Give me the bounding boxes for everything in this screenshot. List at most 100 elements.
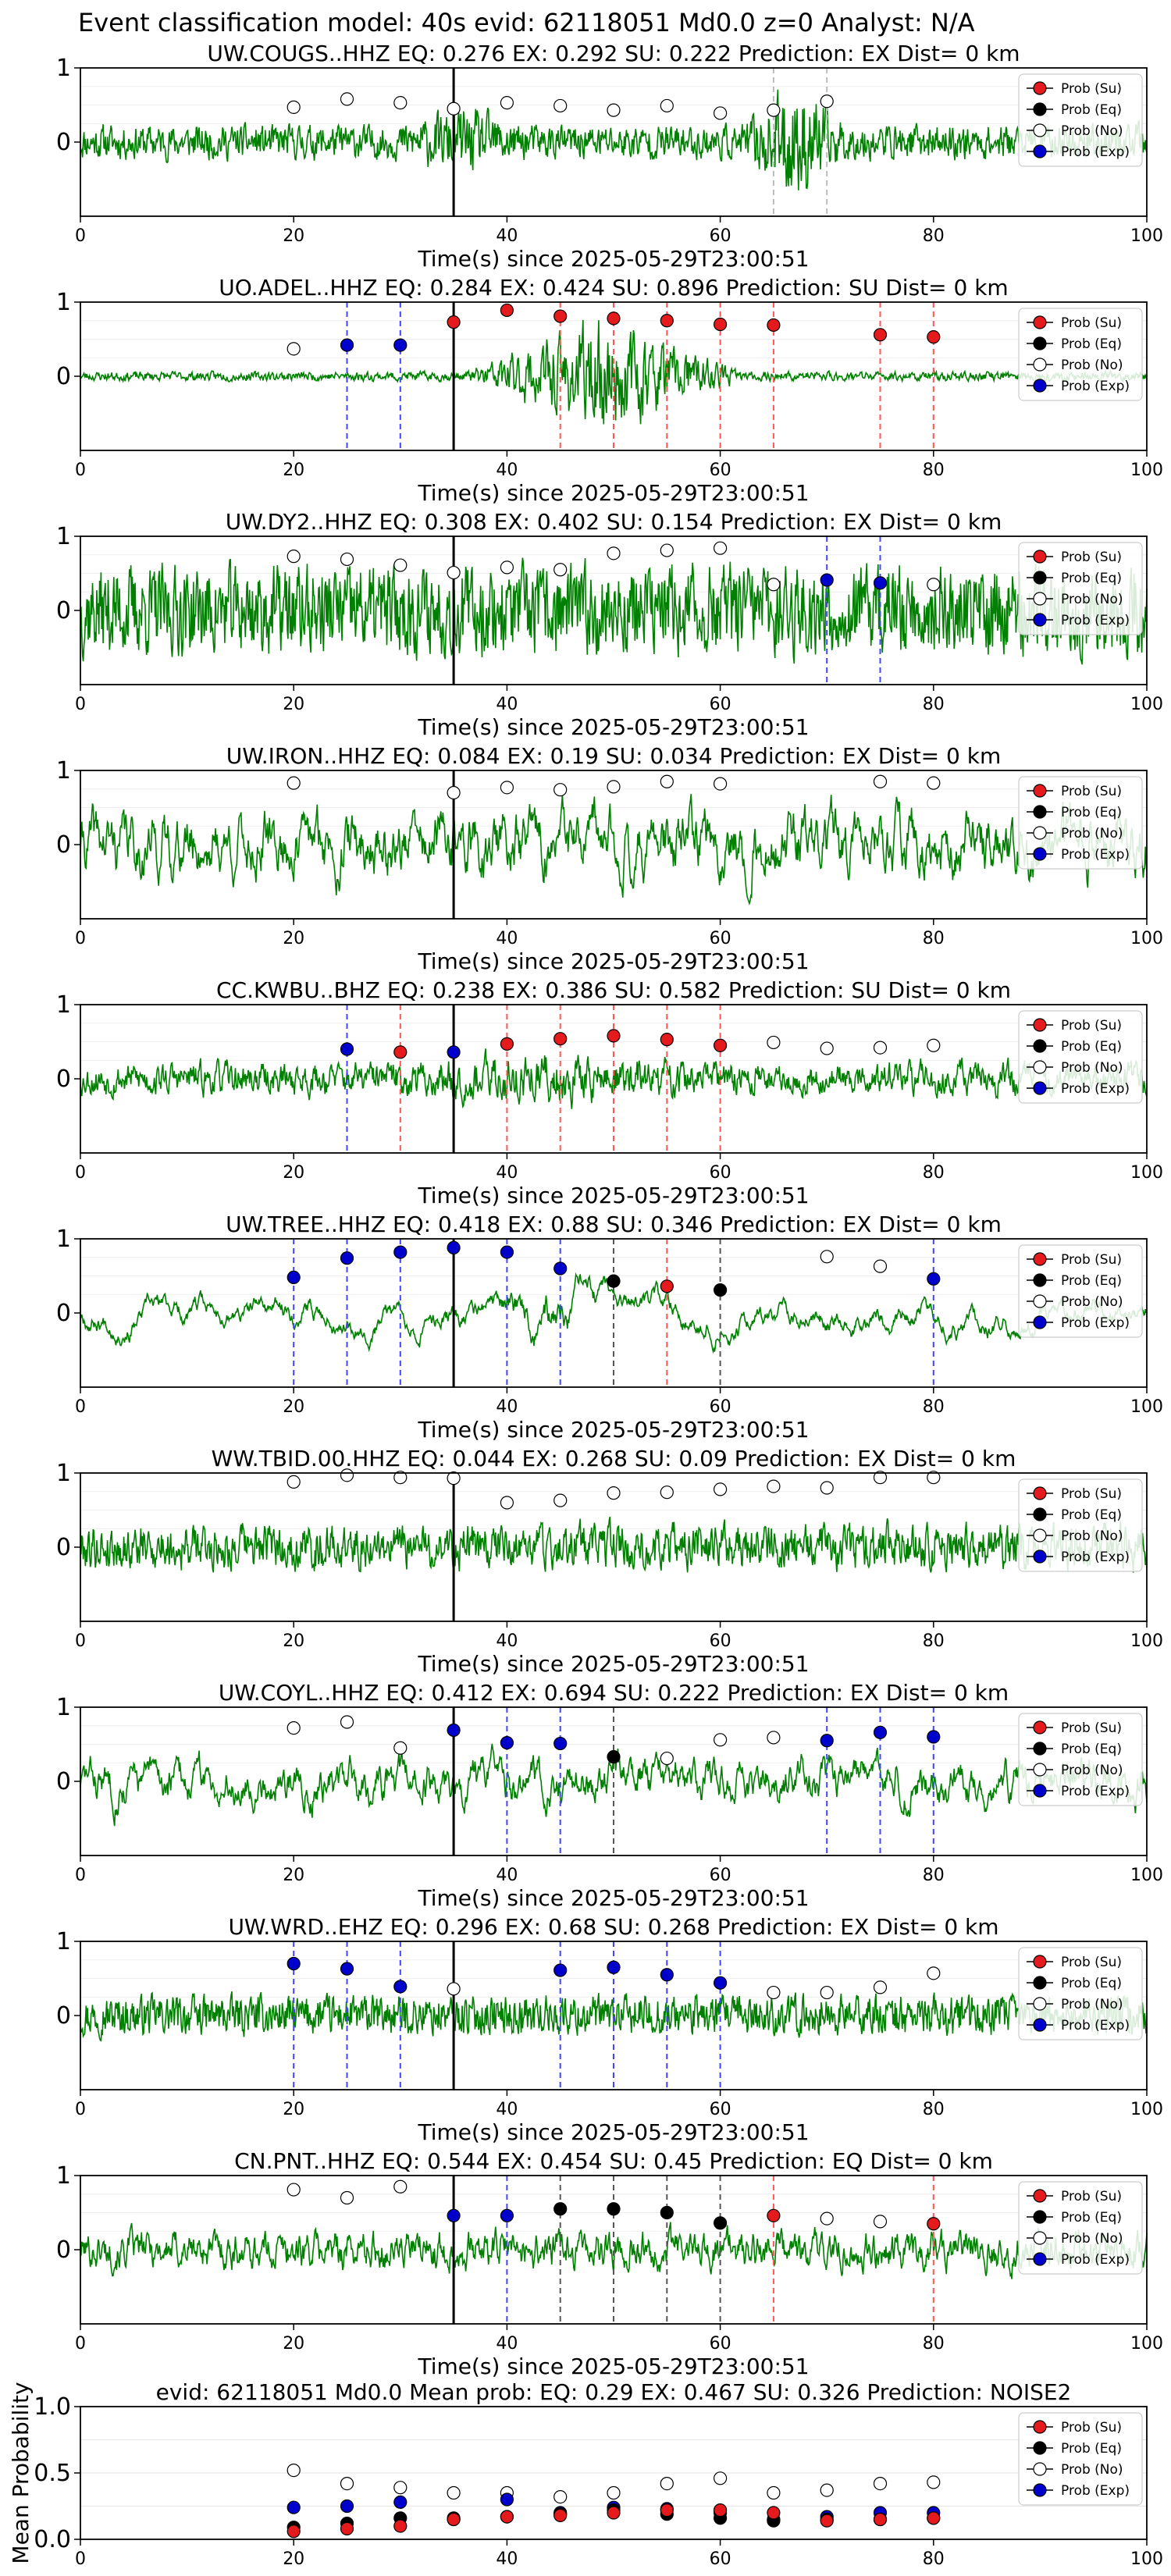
x-tick-label: 100 [1130,1866,1163,1885]
x-tick-label: 40 [496,2334,518,2354]
prob-point-no [873,1980,888,1994]
legend-label: Prob (No) [1061,123,1123,139]
legend-marker-no [1033,1060,1047,1074]
y-tick-label: 1 [56,2162,71,2190]
legend-label: Prob (Su) [1061,784,1122,799]
prob-point-no [873,1259,888,1273]
x-axis-label: Time(s) since 2025-05-29T23:00:51 [417,1183,809,1208]
legend-marker-no [1033,2231,1047,2245]
prob-point-no [553,783,568,797]
mean-point-no [873,2477,888,2491]
prob-point-su [447,315,461,329]
legend: Prob (Su) Prob (Eq) Prob (No) Prob (Exp) [1018,308,1143,401]
panel-title: UO.ADEL..HHZ EQ: 0.284 EX: 0.424 SU: 0.8… [219,275,1008,301]
legend-marker-no [1033,2462,1047,2476]
prob-point-su [500,1037,514,1051]
figure-suptitle: Event classification model: 40s evid: 62… [78,8,975,37]
legend-label: Prob (Su) [1061,1486,1122,1502]
legend-label: Prob (No) [1061,826,1123,841]
legend-marker-eq [1033,336,1047,350]
prob-point-exp [713,1976,728,1990]
prob-point-no [393,1741,408,1755]
x-tick-label: 60 [710,1631,731,1651]
x-tick-label: 20 [283,226,304,246]
mean-point-su [607,2506,621,2520]
y-tick-label: 0 [56,2236,71,2264]
legend-marker-exp [1033,2252,1047,2266]
legend: Prob (Su) Prob (Eq) Prob (No) Prob (Exp) [1018,73,1143,167]
mean-point-no [820,2483,834,2497]
waveform-trace [80,557,1148,665]
mean-point-su [660,2503,674,2517]
panel-title: UW.IRON..HHZ EQ: 0.084 EX: 0.19 SU: 0.03… [226,743,1001,769]
x-tick-label: 40 [496,461,518,480]
panel-title: UW.COUGS..HHZ EQ: 0.276 EX: 0.292 SU: 0.… [207,41,1020,66]
legend-label: Prob (Exp) [1061,1315,1130,1331]
prob-point-no [873,1041,888,1055]
legend-label: Prob (Su) [1061,2420,1122,2435]
prob-point-su [500,303,514,318]
prob-point-exp [340,1962,354,1976]
mean-point-su [873,2512,888,2527]
y-tick-label: 0 [56,831,71,859]
prob-point-no [340,1468,354,1482]
legend-label: Prob (Exp) [1061,1784,1130,1799]
prob-point-no [767,578,781,592]
legend-marker-exp [1033,144,1047,158]
x-tick-label: 80 [923,461,945,480]
x-tick-label: 40 [496,1631,518,1651]
legend-label: Prob (No) [1061,1294,1123,1310]
prob-point-no [553,1493,568,1507]
x-tick-label: 20 [283,461,304,480]
prob-point-exp [553,1261,568,1276]
prob-point-exp [660,1968,674,1982]
legend-label: Prob (Exp) [1061,379,1130,394]
mean-point-exp [393,2495,408,2509]
mean-point-su [287,2524,301,2539]
x-tick-label: 40 [496,695,518,714]
legend-label: Prob (Su) [1061,2189,1122,2204]
x-tick-label: 60 [710,1866,731,1885]
legend-label: Prob (Exp) [1061,2018,1130,2033]
x-tick-label: 80 [923,2549,945,2569]
legend-label: Prob (Exp) [1061,1550,1130,1565]
mean-point-su [820,2514,834,2528]
prob-point-no [660,543,674,557]
legend-label: Prob (Su) [1061,1720,1122,1736]
x-tick-label: 60 [710,461,731,480]
legend-box [1018,542,1143,635]
prob-point-no [607,546,621,560]
prob-point-no [340,2190,354,2205]
y-tick-label: 1 [56,1460,71,1487]
legend-label: Prob (No) [1061,2231,1123,2247]
prob-point-su [713,317,728,332]
x-tick-label: 20 [283,1397,304,1417]
prob-point-exp [820,573,834,587]
legend: Prob (Su) Prob (Eq) Prob (No) Prob (Exp) [1018,1010,1143,1104]
legend-box [1018,73,1143,167]
panel-5: CC.KWBU..BHZ EQ: 0.238 EX: 0.386 SU: 0.5… [56,977,1163,1208]
legend-marker-no [1033,1294,1047,1308]
x-tick-label: 60 [710,929,731,948]
panel-6: UW.TREE..HHZ EQ: 0.418 EX: 0.88 SU: 0.34… [56,1212,1163,1443]
legend: Prob (Su) Prob (Eq) Prob (No) Prob (Exp) [1018,776,1143,870]
legend: Prob (Su) Prob (Eq) Prob (No) Prob (Exp) [1018,1478,1143,1572]
x-tick-label: 0 [75,1397,86,1417]
legend-label: Prob (Eq) [1061,336,1122,352]
y-tick-label: 0 [56,597,71,624]
y-tick-label: 0 [56,129,71,156]
prob-point-su [927,2217,941,2231]
prob-point-no [713,1482,728,1496]
mean-point-su [767,2506,781,2520]
x-tick-label: 60 [710,1163,731,1183]
x-tick-label: 100 [1130,461,1163,480]
legend: Prob (Su) Prob (Eq) Prob (No) Prob (Exp) [1018,1244,1143,1338]
prob-point-no [873,1471,888,1485]
x-tick-label: 100 [1130,1163,1163,1183]
panel-2: UO.ADEL..HHZ EQ: 0.284 EX: 0.424 SU: 0.8… [56,275,1163,506]
prob-point-no [287,776,301,790]
legend-label: Prob (Exp) [1061,613,1130,628]
mean-point-no [660,2477,674,2491]
x-tick-label: 100 [1130,1397,1163,1417]
legend-box [1018,1478,1143,1572]
